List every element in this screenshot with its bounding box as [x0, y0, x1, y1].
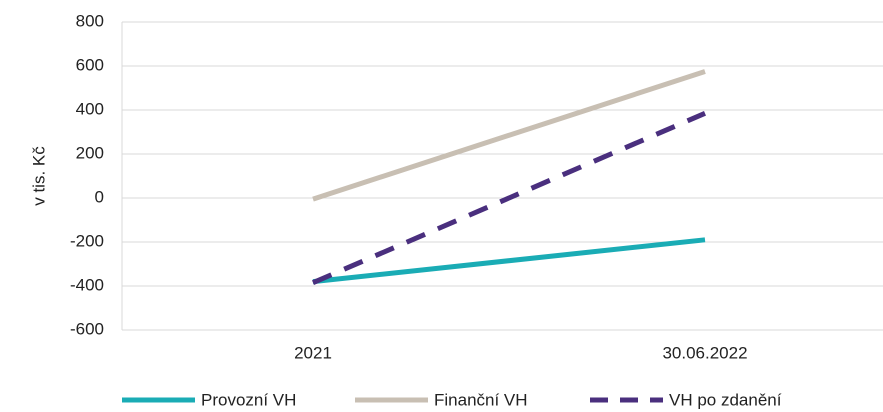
y-tick-label: -600 [70, 319, 104, 338]
y-tick-label: 400 [76, 99, 104, 118]
series-line [312, 111, 706, 285]
x-tick-label: 2021 [294, 343, 332, 362]
legend-label: Finanční VH [434, 390, 528, 409]
series-line [312, 69, 706, 202]
legend-label: VH po zdanění [669, 390, 782, 409]
legend-label: Provozní VH [201, 390, 296, 409]
y-tick-label: -200 [70, 231, 104, 250]
y-tick-label: 200 [76, 143, 104, 162]
y-tick-label: 800 [76, 11, 104, 30]
y-axis-label: v tis. Kč [29, 146, 48, 206]
x-tick-label: 30.06.2022 [662, 343, 747, 362]
y-tick-label: 0 [95, 187, 104, 206]
series-line [312, 237, 706, 285]
y-tick-label: 600 [76, 55, 104, 74]
y-tick-label: -400 [70, 275, 104, 294]
